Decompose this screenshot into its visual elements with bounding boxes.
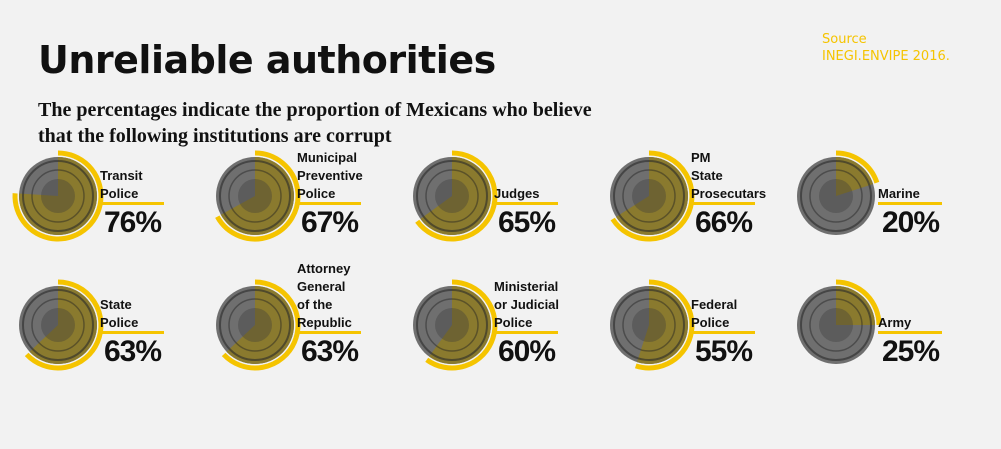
data-label: 67%	[301, 206, 359, 239]
value-arc	[24, 279, 104, 371]
coin-icon	[413, 150, 498, 242]
item-label: PM State Prosecutars	[691, 150, 767, 201]
pie-slice	[429, 286, 492, 364]
source-label: Source	[822, 32, 867, 47]
label-underline	[691, 202, 755, 205]
label-underline	[100, 331, 164, 334]
data-label: 20%	[882, 206, 940, 239]
coin-icon	[797, 150, 880, 235]
item-label: Federal Police	[691, 297, 738, 330]
label-underline	[494, 331, 558, 334]
coin-icon	[413, 279, 498, 371]
label-underline	[297, 331, 361, 334]
value-arc	[12, 150, 104, 242]
source-text: INEGI.ENVIPE 2016.	[822, 49, 950, 64]
coin-icon	[610, 150, 695, 242]
chart-item: Marine 20%	[778, 146, 973, 251]
label-underline	[494, 202, 558, 205]
label-underline	[878, 331, 942, 334]
pie-slice	[616, 157, 688, 235]
data-label: 66%	[695, 206, 753, 239]
data-label: 55%	[695, 335, 753, 368]
coin-icon	[215, 150, 301, 242]
label-underline	[691, 331, 755, 334]
chart-item: Municipal Preventive Police 67%	[197, 146, 392, 251]
chart-item: Ministerial or Judicial Police 60%	[394, 275, 589, 380]
item-label: Ministerial or Judicial Police	[494, 279, 560, 330]
coin-icon	[19, 279, 104, 371]
data-label: 60%	[498, 335, 556, 368]
chart-item: Judges 65%	[394, 146, 589, 251]
chart-item: Attorney General of the Republic 63%	[197, 261, 392, 380]
item-label: Army	[878, 315, 912, 330]
pie-slice	[836, 157, 874, 196]
chart-item: Transit Police 76%	[0, 146, 195, 251]
label-underline	[100, 202, 164, 205]
pie-slice	[226, 286, 294, 364]
page-title: Unreliable authorities	[38, 38, 496, 82]
data-label: 65%	[498, 206, 556, 239]
item-label: Attorney General of the Republic	[297, 261, 352, 330]
chart-item: Army 25%	[778, 275, 973, 380]
item-label: Marine	[878, 186, 920, 201]
value-arc	[835, 150, 880, 184]
item-label: Transit Police	[100, 168, 143, 201]
data-label: 25%	[882, 335, 940, 368]
page-subtitle: The percentages indicate the proportion …	[38, 99, 592, 147]
value-arc	[425, 279, 498, 371]
label-underline	[297, 202, 361, 205]
coin-icon	[216, 279, 301, 371]
value-arc	[415, 150, 498, 242]
data-label: 63%	[104, 335, 162, 368]
item-label: Judges	[494, 186, 540, 201]
pie-slice	[220, 157, 294, 235]
source-note: Source INEGI.ENVIPE 2016.	[822, 31, 950, 65]
label-underline	[878, 202, 942, 205]
coin-icon	[797, 279, 882, 364]
value-arc	[835, 279, 882, 326]
value-arc	[215, 150, 301, 242]
item-label: State Police	[100, 297, 139, 330]
data-label: 76%	[104, 206, 162, 239]
pie-slice	[420, 157, 492, 236]
pie-slice	[836, 286, 875, 325]
chart-item: Federal Police 55%	[591, 275, 786, 380]
value-arc	[610, 150, 695, 242]
pie-slice	[636, 286, 689, 364]
chart-item: State Police 63%	[0, 275, 195, 380]
chart-item: PM State Prosecutars 66%	[591, 146, 786, 251]
item-label: Municipal Preventive Police	[297, 150, 363, 201]
data-label: 63%	[301, 335, 359, 368]
pie-slice	[19, 157, 98, 235]
coin-icon	[610, 279, 695, 371]
pie-slice	[29, 286, 97, 364]
value-arc	[221, 279, 301, 371]
coin-icon	[12, 150, 104, 242]
